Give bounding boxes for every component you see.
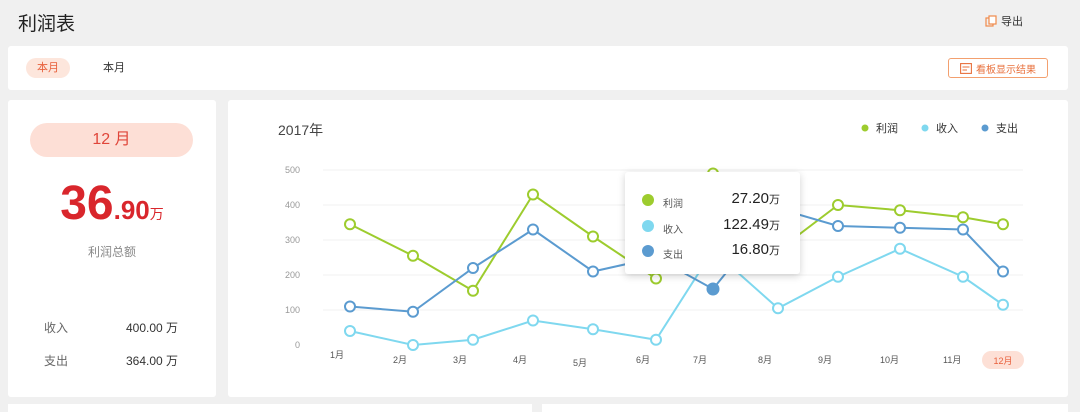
data-point — [587, 230, 599, 243]
tooltip-dot-profit — [642, 194, 654, 206]
filter-bar: 本月 本月 看板显示结果 — [8, 46, 1068, 90]
x-tick-label: 5月 — [573, 358, 587, 368]
tooltip-value: 27.20万 — [731, 190, 780, 207]
x-tick-label: 8月 — [758, 355, 772, 365]
x-tick-label: 4月 — [513, 355, 527, 365]
y-tick-label: 200 — [285, 270, 300, 280]
board-icon — [960, 62, 972, 74]
tooltip-value: 122.49万 — [723, 216, 780, 233]
data-point — [587, 323, 599, 336]
data-point — [997, 298, 1009, 311]
profit-total-integer: 36 — [60, 177, 114, 230]
expense-label: 支出 — [44, 354, 69, 368]
data-point — [407, 339, 419, 351]
data-point — [706, 282, 720, 296]
y-tick-label: 500 — [285, 165, 300, 175]
data-point — [957, 270, 969, 283]
profit-total-label: 利润总额 — [87, 245, 136, 259]
chart-title: 2017年 — [278, 122, 323, 138]
data-point — [407, 305, 419, 318]
tooltip-name: 利润 — [663, 199, 683, 210]
x-tick-label: 7月 — [693, 355, 707, 365]
data-point — [650, 272, 662, 285]
data-point — [344, 300, 356, 313]
data-point — [957, 211, 969, 224]
x-tick-label: 12月 — [993, 356, 1012, 366]
export-button[interactable]: 导出 — [985, 13, 1023, 29]
export-label: 导出 — [1001, 16, 1023, 28]
tooltip-dot-expense — [642, 245, 654, 257]
legend-label: 支出 — [996, 121, 1018, 135]
tooltip-name: 支出 — [663, 250, 683, 261]
legend-label: 利润 — [876, 121, 898, 135]
data-point — [832, 199, 844, 211]
series-line — [349, 247, 1004, 347]
data-point — [587, 265, 599, 278]
board-display-label: 看板显示结果 — [976, 64, 1036, 76]
data-point — [997, 265, 1009, 278]
data-point — [467, 284, 479, 297]
board-display-button[interactable]: 看板显示结果 — [948, 58, 1048, 78]
x-tick-label: 1月 — [330, 350, 344, 360]
data-point — [527, 188, 539, 201]
x-tick-label: 10月 — [880, 355, 899, 365]
income-value: 400.00 万 — [126, 321, 179, 335]
x-tick-label: 2月 — [393, 355, 407, 365]
data-point — [344, 218, 356, 231]
filter-chip-this-month-active[interactable]: 本月 — [26, 58, 70, 78]
data-point — [467, 262, 479, 274]
data-point — [894, 221, 906, 234]
x-tick-highlight — [982, 351, 1024, 369]
tooltip-row-expense: 支出 16.80万 — [625, 240, 800, 264]
data-point — [527, 314, 539, 327]
income-label: 收入 — [44, 321, 69, 335]
chart-card: 2017年 0 100 200 300 400 500 1月 2月 3月 4月 5月 6月 7月 8月 9月 1… — [228, 100, 1068, 397]
profit-total-unit: 万 — [149, 206, 164, 222]
y-tick-label: 100 — [285, 305, 300, 315]
data-point — [467, 333, 479, 346]
data-point — [832, 220, 844, 232]
data-point — [772, 302, 784, 315]
tooltip-row-income: 收入 122.49万 — [625, 215, 800, 239]
data-point — [832, 270, 844, 283]
x-tick-label: 9月 — [818, 355, 832, 365]
x-tick-label: 11月 — [943, 355, 961, 365]
data-point — [650, 333, 662, 346]
filter-chip-this-month[interactable]: 本月 — [103, 62, 125, 74]
data-point — [344, 325, 356, 337]
legend-marker — [921, 124, 929, 132]
tooltip-row-profit: 利润 27.20万 — [625, 189, 800, 213]
x-tick-label: 3月 — [453, 355, 467, 365]
data-point — [894, 204, 906, 217]
x-tick-label: 6月 — [636, 355, 650, 365]
y-tick-label: 300 — [285, 235, 300, 245]
month-badge: 12 月 — [30, 123, 193, 157]
y-tick-label: 400 — [285, 200, 300, 210]
profit-total-value: 36.90万 — [8, 176, 216, 231]
data-point — [957, 223, 969, 236]
data-point — [527, 223, 539, 236]
chart-tooltip: 利润 27.20万 收入 122.49万 支出 16.80万 — [625, 172, 800, 274]
tooltip-dot-income — [642, 220, 654, 232]
tooltip-name: 收入 — [663, 225, 683, 236]
page-title: 利润表 — [18, 14, 76, 35]
bottom-card-left — [8, 404, 532, 412]
legend-label: 收入 — [936, 121, 958, 135]
legend-marker — [861, 124, 869, 132]
data-point — [407, 249, 419, 262]
legend-marker — [981, 124, 989, 132]
export-icon — [985, 15, 997, 27]
summary-card: 12 月 36.90万 利润总额 收入 400.00 万 支出 364.00 万 — [8, 100, 216, 397]
top-bar: 利润表 导出 — [0, 0, 1080, 44]
expense-value: 364.00 万 — [126, 354, 179, 368]
data-point — [997, 218, 1009, 231]
tooltip-value: 16.80万 — [731, 241, 780, 258]
profit-total-decimal: .90 — [113, 195, 150, 225]
data-point — [894, 242, 906, 255]
y-tick-label: 0 — [295, 340, 300, 350]
bottom-card-right — [542, 404, 1068, 412]
